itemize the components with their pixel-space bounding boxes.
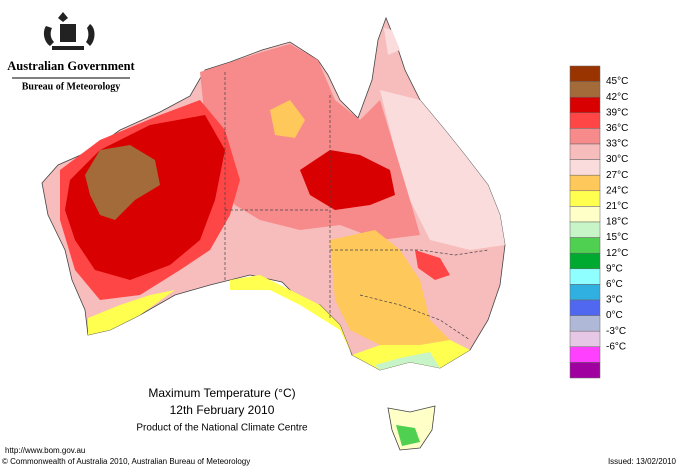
- legend-swatch: [569, 81, 601, 98]
- legend-swatch: [569, 159, 601, 176]
- legend-label: 27°C: [606, 170, 628, 181]
- legend-swatch: [569, 174, 601, 192]
- legend-swatch: [569, 346, 601, 363]
- legend: 45°C 42°C 39°C 36°C 33°C 30°C 27°C 24°C 21°C 18°C…: [569, 65, 628, 379]
- crest: [43, 12, 95, 50]
- legend-label: 21°C: [606, 201, 628, 212]
- legend-swatch: [569, 237, 601, 254]
- legend-label: 42°C: [606, 92, 628, 103]
- legend-label: 0°C: [606, 310, 623, 321]
- legend-swatch: [569, 330, 601, 348]
- footer-copyright: © Commonwealth of Australia 2010, Austra…: [2, 457, 250, 466]
- state-borders: [224, 72, 489, 341]
- legend-label: 3°C: [606, 295, 623, 306]
- legend-swatch: [569, 96, 601, 114]
- legend-label: 12°C: [606, 248, 628, 259]
- legend-swatch: [569, 268, 601, 285]
- legend-swatch: [569, 143, 601, 160]
- legend-swatch: [569, 65, 601, 82]
- legend-label: 39°C: [606, 107, 628, 118]
- map-title: Maximum Temperature (°C): [148, 386, 295, 400]
- legend-label: 45°C: [606, 76, 628, 87]
- legend-label: -6°C: [606, 341, 626, 352]
- legend-swatch: [569, 299, 601, 316]
- temperature-map: [41, 16, 506, 371]
- legend-label: 33°C: [606, 139, 628, 150]
- legend-label: -3°C: [606, 326, 626, 337]
- tasmania-cool-zone: [396, 425, 420, 446]
- legend-label: 15°C: [606, 232, 628, 243]
- legend-label: 6°C: [606, 279, 623, 290]
- legend-swatch: [569, 315, 601, 332]
- legend-swatch: [569, 252, 601, 270]
- legend-label: 36°C: [606, 123, 628, 134]
- legend-label: 30°C: [606, 154, 628, 165]
- footer-issued: Issued: 13/02/2010: [608, 457, 677, 466]
- footer-url: http://www.bom.gov.au: [5, 446, 85, 455]
- legend-label: 9°C: [606, 263, 623, 274]
- agency-name: Bureau of Meteorology: [22, 81, 121, 92]
- legend-swatch: [569, 362, 601, 379]
- legend-swatch: [569, 128, 601, 145]
- legend-swatch: [569, 112, 601, 129]
- legend-label: 18°C: [606, 217, 628, 228]
- government-name: Australian Government: [7, 59, 135, 73]
- legend-swatch: [569, 206, 601, 223]
- map-product: Product of the National Climate Centre: [136, 423, 308, 434]
- legend-swatch: [569, 221, 601, 238]
- map-date: 12th February 2010: [170, 403, 275, 417]
- legend-swatch: [569, 284, 601, 301]
- legend-swatch: [569, 190, 601, 207]
- legend-label: 24°C: [606, 185, 628, 196]
